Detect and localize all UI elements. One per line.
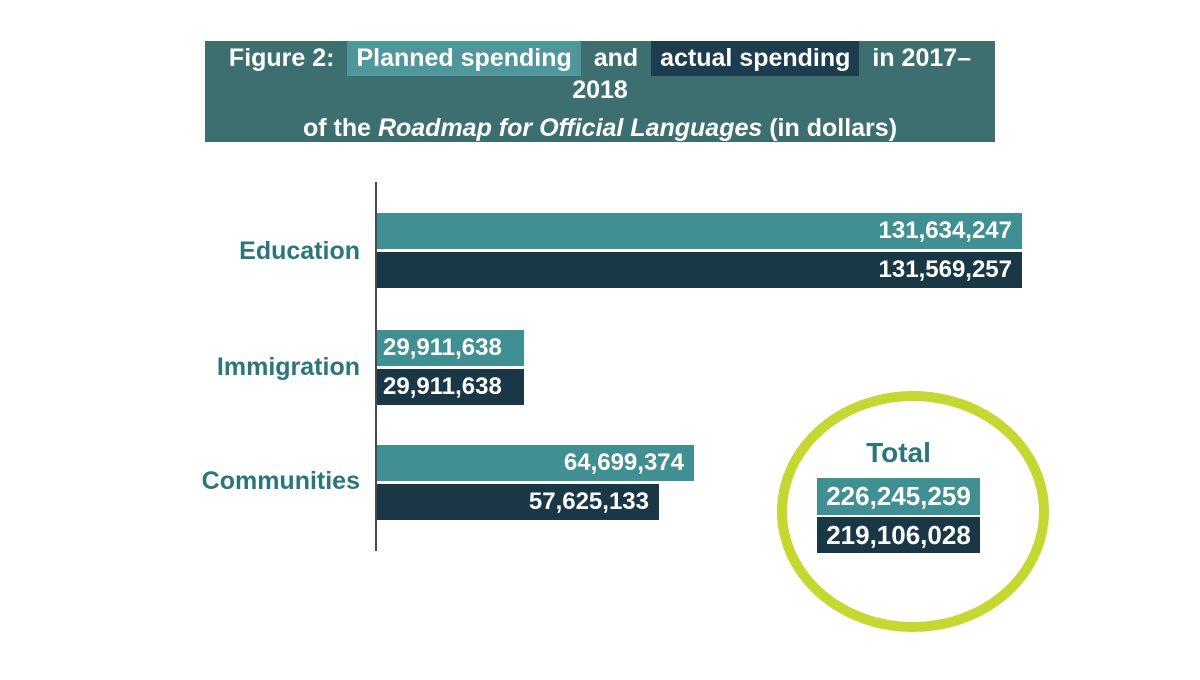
roadmap-italic-title: Roadmap for Official Languages [377, 113, 763, 142]
bar-value-planned-communities: 64,699,374 [563, 449, 684, 476]
figure-number-text: Figure 2: [228, 43, 335, 72]
bar-value-planned-immigration: 29,911,638 [383, 334, 502, 361]
figure-title-banner: Figure 2: Planned spending and actual sp… [205, 40, 995, 143]
title-line2-prefix: of the [302, 113, 371, 142]
and-text: and [593, 43, 639, 72]
bar-planned-communities: 64,699,374 [377, 445, 694, 481]
title-year-text: in 2017–2018 [572, 43, 972, 104]
figure-title-line1: Figure 2: Planned spending and actual sp… [205, 40, 995, 105]
bar-value-actual-immigration: 29,911,638 [383, 373, 502, 400]
title-line2-suffix: (in dollars) [769, 113, 898, 142]
bar-value-planned-education: 131,634,247 [878, 217, 1012, 244]
bar-value-actual-communities: 57,625,133 [528, 488, 649, 515]
y-axis-line [375, 182, 377, 551]
total-planned-value: 226,245,259 [817, 478, 980, 515]
figure-title-line2: of the Roadmap for Official Languages (i… [303, 114, 897, 143]
category-label-communities: Communities [201, 467, 360, 495]
bar-actual-education: 131,569,257 [377, 252, 1022, 288]
bar-planned-education: 131,634,247 [377, 213, 1022, 249]
total-label: Total [866, 437, 931, 468]
bar-actual-immigration: 29,911,638 [377, 369, 524, 405]
bar-value-actual-education: 131,569,257 [878, 256, 1012, 283]
category-label-education: Education [239, 237, 360, 265]
total-circle-outline [777, 391, 1049, 632]
actual-spending-legend-highlight: actual spending [651, 40, 860, 76]
bar-actual-communities: 57,625,133 [377, 484, 659, 520]
category-label-immigration: Immigration [216, 353, 360, 381]
planned-spending-legend-highlight: Planned spending [347, 40, 581, 76]
bar-planned-immigration: 29,911,638 [377, 330, 524, 366]
total-actual-value: 219,106,028 [817, 517, 980, 553]
